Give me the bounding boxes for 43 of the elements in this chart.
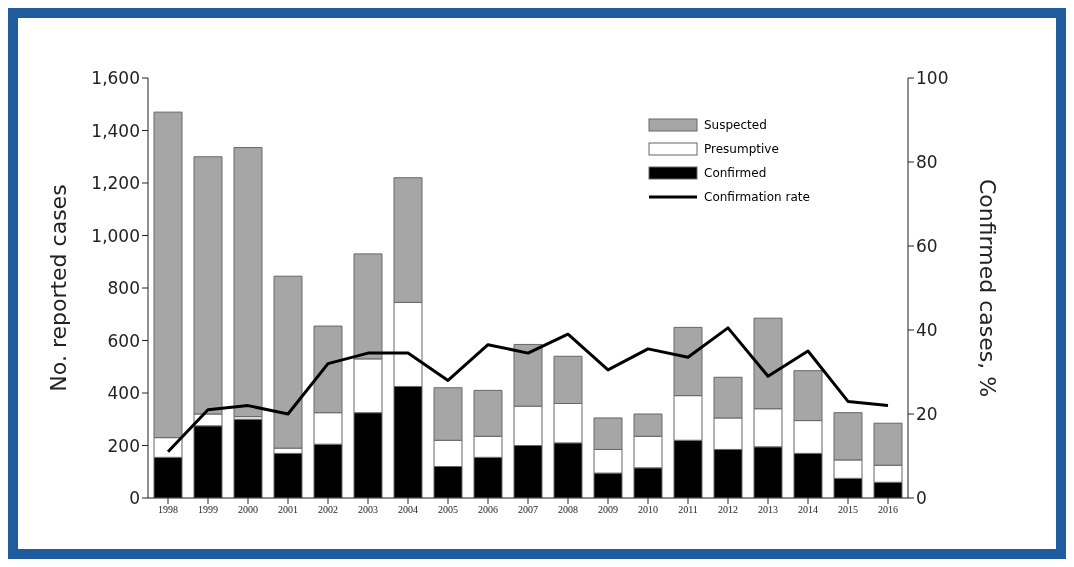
y-tick-label: 200 [107,435,140,456]
legend-label: Confirmed [704,166,767,180]
y2-tick-label: 100 [916,68,949,89]
x-tick-label: 1999 [198,504,218,516]
y2-tick-label: 60 [916,236,938,257]
y-tick-label: 800 [107,278,140,299]
bar [233,147,263,418]
x-tick-label: 2008 [558,504,578,516]
y2-tick-label: 40 [916,320,938,341]
y-axis-title: No. reported cases [45,184,71,392]
y2-axis-title: Confirmed cases, % [975,178,1001,398]
x-tick-label: 2007 [518,504,538,516]
x-tick-label: 1998 [158,504,178,516]
x-tick-label: 2015 [838,504,858,516]
bar [273,452,303,498]
x-tick-label: 2001 [278,504,298,516]
bar [233,418,263,498]
y2-tick-label: 0 [916,488,927,509]
legend-label: Confirmation rate [704,190,810,204]
x-tick-label: 2014 [798,504,818,516]
x-tick-label: 2009 [598,504,618,516]
x-tick-label: 2003 [358,504,378,516]
y-tick-label: 0 [129,488,140,509]
x-tick-label: 2013 [758,504,778,516]
y-tick-label: 1,400 [91,120,140,141]
y-tick-label: 1,000 [91,225,140,246]
x-tick-label: 2002 [318,504,338,516]
x-tick-label: 2011 [678,504,698,516]
legend-label: Presumptive [704,142,779,156]
x-tick-label: 2004 [398,504,418,516]
x-tick-label: 2012 [718,504,738,516]
x-tick-label: 2006 [478,504,498,516]
y-tick-label: 1,200 [91,173,140,194]
y-tick-label: 1,600 [91,68,140,89]
x-tick-label: 2000 [238,504,258,516]
y-tick-label: 600 [107,330,140,351]
legend-label: Suspected [704,118,767,132]
x-tick-label: 2016 [878,504,898,516]
y-tick-label: 400 [107,383,140,404]
x-tick-label: 2005 [438,504,458,516]
y2-tick-label: 80 [916,152,938,173]
x-tick-label: 2010 [638,504,658,516]
y2-tick-label: 20 [916,404,938,425]
